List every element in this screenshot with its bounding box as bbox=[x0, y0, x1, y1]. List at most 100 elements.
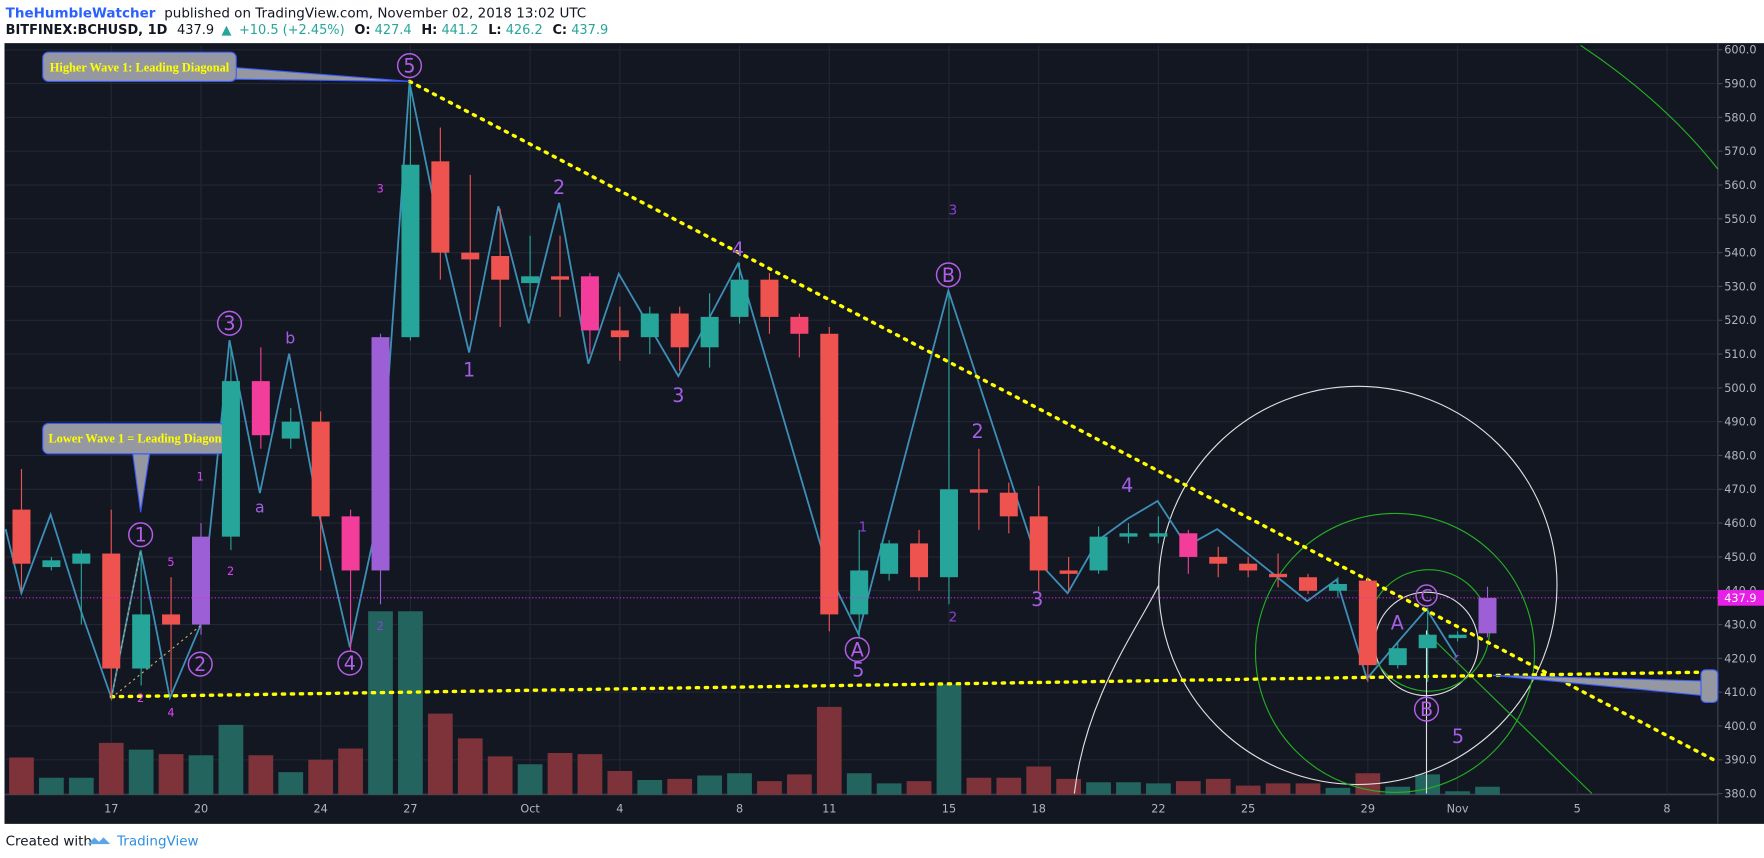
candle-body bbox=[1089, 536, 1108, 571]
candle-body bbox=[551, 276, 570, 280]
y-tick-label: 460.0 bbox=[1724, 517, 1756, 530]
candle-body bbox=[1059, 570, 1078, 574]
x-tick-label: Nov bbox=[1447, 803, 1469, 816]
wave-label: 2 bbox=[553, 176, 565, 199]
wave-label: 3 bbox=[223, 312, 235, 335]
volume-bar bbox=[637, 780, 663, 795]
candle-body bbox=[610, 330, 629, 338]
candle-body bbox=[341, 516, 360, 571]
candle-body bbox=[1269, 573, 1288, 578]
x-tick-label: 22 bbox=[1151, 803, 1165, 816]
x-tick-label: 17 bbox=[104, 803, 118, 816]
volume-bar bbox=[128, 749, 154, 795]
green-line bbox=[1426, 632, 1593, 794]
y-tick-label: 390.0 bbox=[1724, 754, 1756, 767]
change: +10.5 (+2.45%) bbox=[239, 23, 345, 38]
wave-label: 5 bbox=[1452, 725, 1464, 748]
y-tick-label: 420.0 bbox=[1724, 652, 1756, 665]
x-tick-label: 20 bbox=[194, 803, 208, 816]
y-tick-label: 450.0 bbox=[1724, 551, 1756, 564]
close-value: 437.9 bbox=[571, 23, 608, 38]
candle-body bbox=[221, 381, 240, 537]
wave-circle bbox=[128, 522, 154, 548]
x-tick-label: 8 bbox=[1663, 803, 1670, 816]
volume-bar bbox=[68, 777, 94, 795]
volume-bar bbox=[39, 777, 64, 795]
candle-body bbox=[431, 161, 450, 253]
wave-label: 2 bbox=[972, 420, 984, 443]
callout-box bbox=[1700, 669, 1719, 703]
y-tick-label: 510.0 bbox=[1724, 348, 1756, 361]
wave-label: 1 bbox=[859, 520, 868, 536]
wave-label: 2 bbox=[377, 620, 384, 633]
candle-body bbox=[311, 421, 330, 517]
y-tick-label: 580.0 bbox=[1724, 111, 1756, 124]
wave-label: 4 bbox=[732, 238, 744, 261]
volume-bar bbox=[816, 706, 842, 795]
low-value: 426.2 bbox=[506, 23, 543, 38]
spiral-arc bbox=[1073, 585, 1160, 794]
wave-circle bbox=[216, 310, 243, 336]
volume-bar bbox=[1295, 783, 1321, 795]
wave-label: 3 bbox=[1031, 588, 1043, 611]
author: TheHumbleWatcher bbox=[6, 5, 156, 21]
candle-body bbox=[1179, 533, 1198, 557]
candle-body bbox=[1298, 577, 1317, 591]
wave-label: 2 bbox=[137, 692, 144, 705]
candle-body bbox=[1388, 648, 1407, 666]
candle-body bbox=[371, 337, 390, 571]
volume-bar bbox=[1175, 781, 1201, 795]
volume-bar bbox=[517, 764, 543, 795]
wave-label: 5 bbox=[852, 659, 864, 682]
wave-label: A bbox=[1391, 611, 1404, 634]
candle-body bbox=[999, 492, 1018, 517]
y-tick-label: 410.0 bbox=[1724, 686, 1756, 699]
change-arrow: ▲ bbox=[222, 23, 232, 38]
candle-body bbox=[790, 316, 809, 334]
candle-body bbox=[1358, 580, 1377, 666]
candle-body bbox=[132, 614, 151, 669]
x-tick-label: 24 bbox=[314, 803, 328, 816]
volume-bar bbox=[457, 738, 483, 795]
candle-body bbox=[910, 543, 929, 578]
volume-bar bbox=[906, 781, 932, 795]
volume-bar bbox=[218, 724, 244, 795]
candle-body bbox=[880, 543, 899, 574]
y-tick-label: 550.0 bbox=[1724, 213, 1756, 226]
candle-body bbox=[580, 276, 599, 331]
candle-body bbox=[42, 560, 61, 568]
last-price-label: 437.9 bbox=[1724, 592, 1756, 605]
open-label: O: bbox=[354, 23, 370, 38]
wave-circle bbox=[337, 650, 363, 676]
x-tick-label: 4 bbox=[616, 803, 623, 816]
candle-body bbox=[850, 570, 869, 615]
wave-label: 4 bbox=[167, 707, 174, 720]
y-tick-label: 590.0 bbox=[1724, 78, 1756, 91]
symbol: BITFINEX:BCHUSD, 1D bbox=[6, 23, 168, 38]
wave-label: 3 bbox=[949, 202, 958, 218]
y-tick-label: 480.0 bbox=[1724, 449, 1756, 462]
y-tick-label: 560.0 bbox=[1724, 179, 1756, 192]
footer-brand: TradingView bbox=[116, 833, 199, 849]
volume-bar bbox=[667, 778, 693, 795]
y-tick-label: 540.0 bbox=[1724, 247, 1756, 260]
open-value: 427.4 bbox=[375, 23, 412, 38]
volume-bar bbox=[9, 757, 34, 795]
candle-body bbox=[491, 256, 510, 280]
callout-box bbox=[42, 51, 237, 82]
volume-bar bbox=[278, 772, 304, 795]
volume-bar bbox=[1116, 782, 1141, 795]
callout-text: Higher Wave 1: Leading Diagonal bbox=[50, 60, 230, 74]
y-tick-label: 530.0 bbox=[1724, 280, 1756, 293]
wave-circle bbox=[1415, 584, 1438, 607]
wave-label: 1 bbox=[135, 524, 147, 547]
candle-body bbox=[1239, 563, 1258, 571]
x-tick-label: 8 bbox=[736, 803, 743, 816]
candle-body bbox=[1209, 556, 1228, 564]
wave-label: 3 bbox=[377, 182, 384, 195]
header-line-2: BITFINEX:BCHUSD, 1D 437.9 ▲ +10.5 (+2.45… bbox=[6, 23, 609, 38]
wave-label: b bbox=[285, 329, 295, 348]
volume-bar bbox=[697, 775, 722, 795]
published: published on TradingView.com, November 0… bbox=[164, 5, 586, 21]
volume-bar bbox=[607, 771, 633, 795]
